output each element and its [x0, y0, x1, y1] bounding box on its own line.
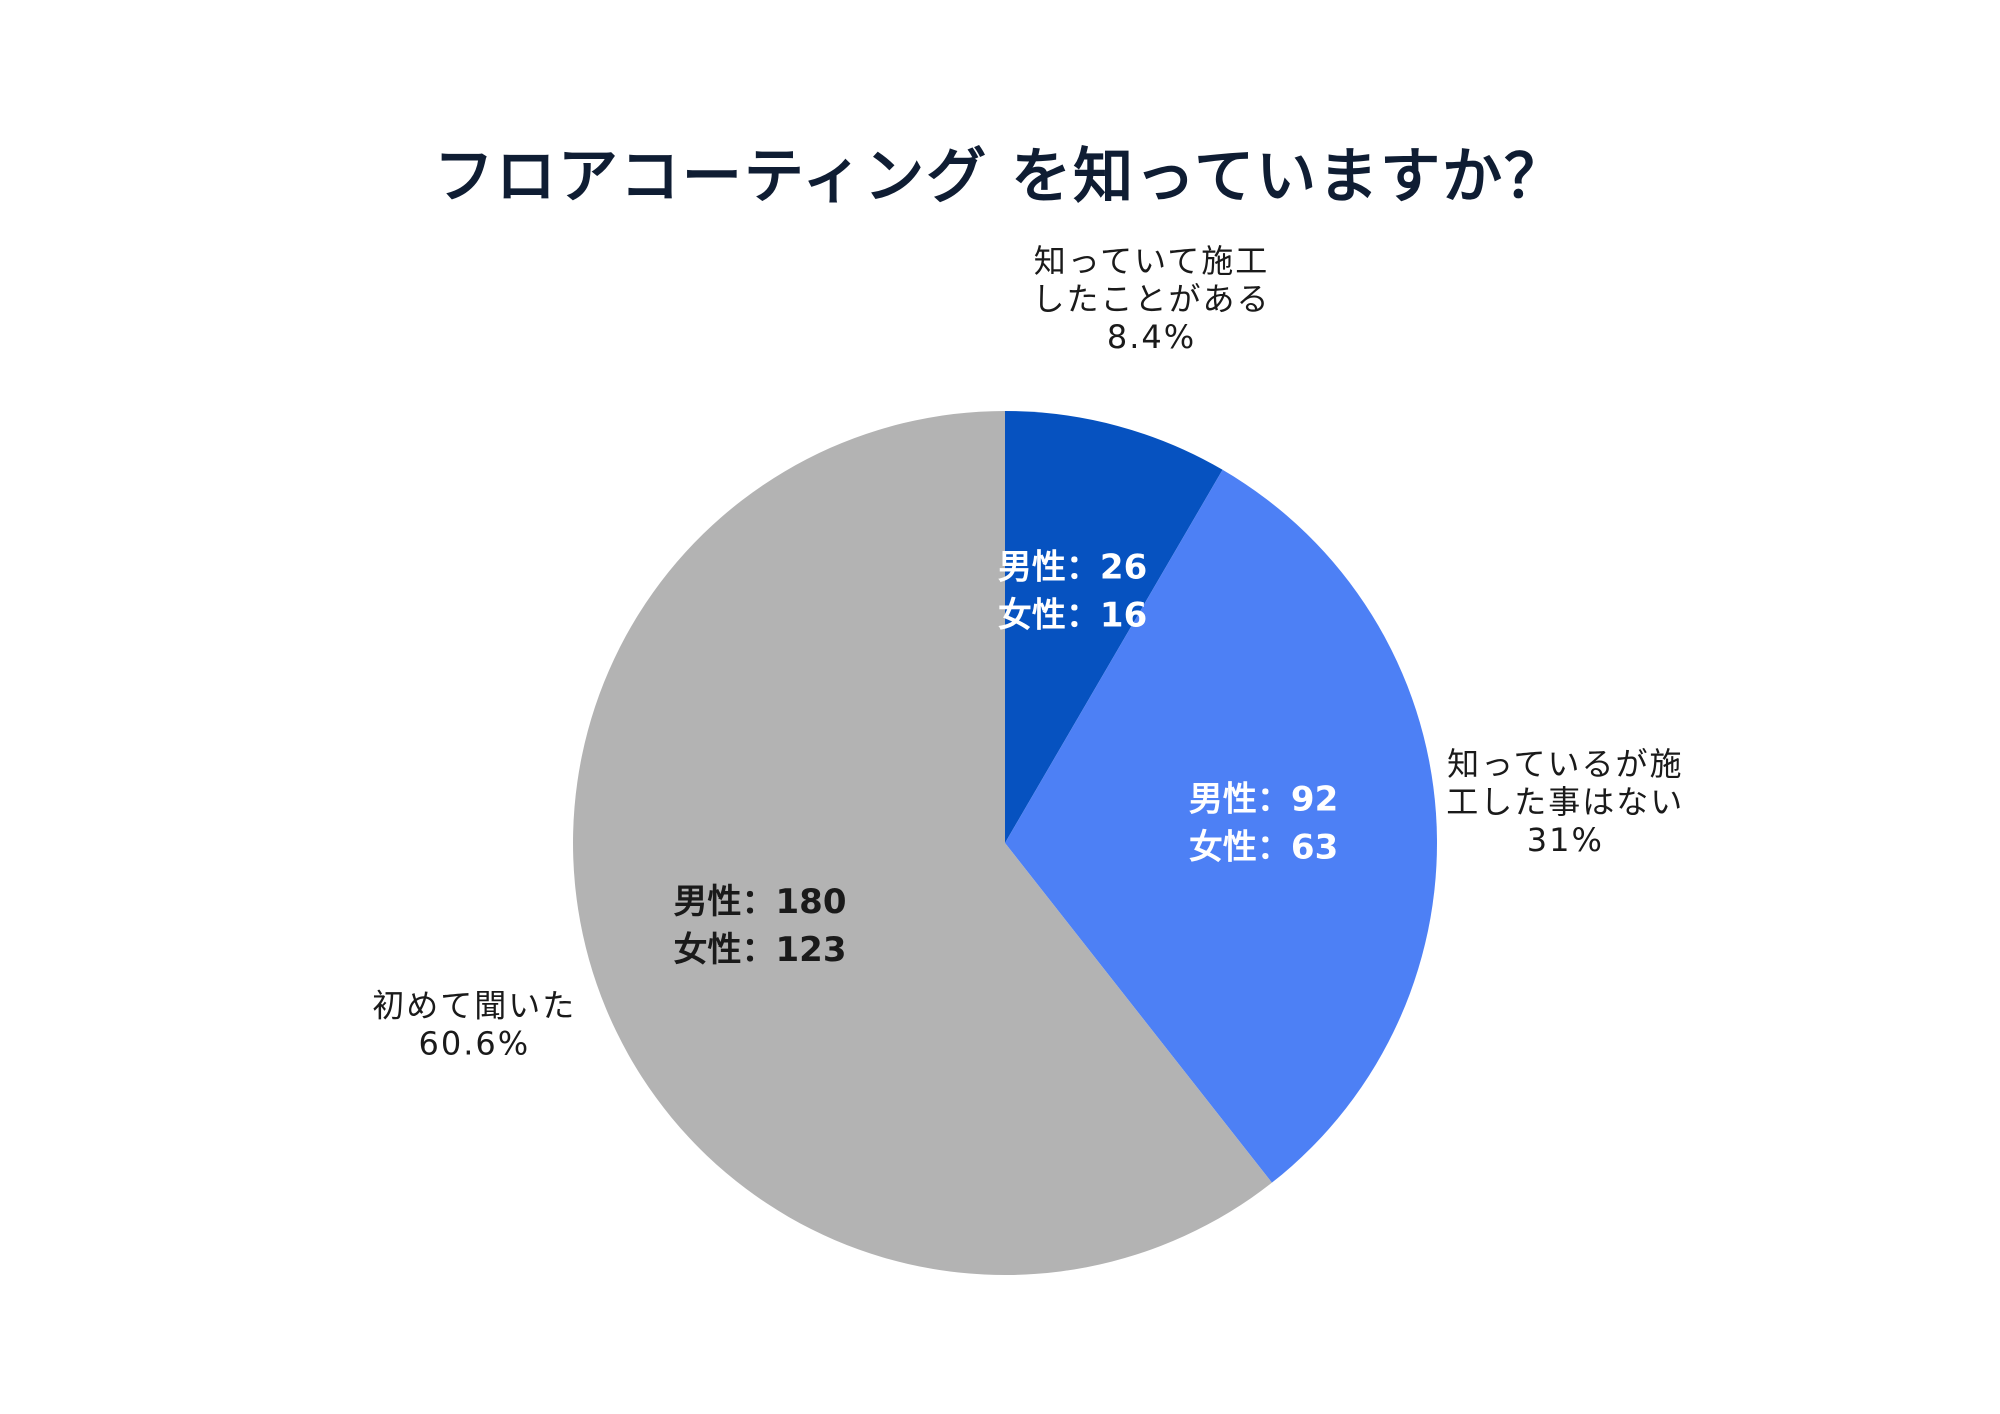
slice-3-female-label: 女性：123 — [674, 930, 847, 970]
pie-slices — [573, 411, 1438, 1275]
slice-2-percent-label: 31% — [1527, 821, 1604, 859]
slice-1-category-line-1: 知っていて施工 — [1034, 242, 1269, 280]
slice-1-female-label: 女性：16 — [998, 595, 1147, 635]
slice-2-male-label: 男性：92 — [1189, 780, 1338, 820]
slice-2-category-line-1: 知っているが施 — [1447, 745, 1683, 783]
chart-title: フロアコーティング を知っていますか？ — [433, 142, 1567, 212]
slice-3-category-line-1: 初めて聞いた — [372, 987, 576, 1025]
inner-labels: 男性：26 女性：16 男性：92 女性：63 男性：180 女性：123 — [674, 547, 1339, 970]
slice-3-male-label: 男性：180 — [674, 882, 847, 922]
slice-2-female-label: 女性：63 — [1189, 828, 1338, 868]
slice-2-category-line-2: 工した事はない — [1446, 783, 1684, 821]
slice-3-percent-label: 60.6% — [418, 1025, 530, 1063]
pie-slice-2 — [1005, 469, 1438, 1183]
pie-slice-3 — [573, 411, 1272, 1275]
slice-1-percent-label: 8.4% — [1107, 318, 1196, 356]
pie-slice-1 — [1005, 411, 1223, 843]
slice-1-male-label: 男性：26 — [998, 547, 1147, 587]
slice-1-category-line-2: したことがある — [1032, 280, 1270, 318]
